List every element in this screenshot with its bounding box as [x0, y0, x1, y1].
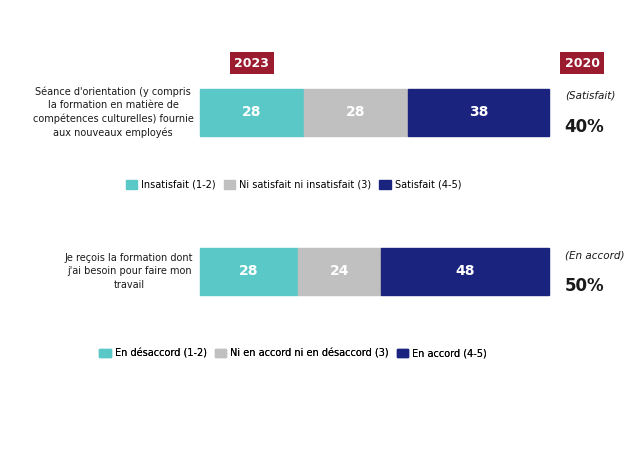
Bar: [298, 248, 381, 295]
Text: 38: 38: [469, 105, 488, 119]
Text: 50%: 50%: [565, 278, 605, 295]
Bar: [408, 89, 549, 136]
Text: 24: 24: [329, 264, 349, 278]
Text: 28: 28: [242, 105, 261, 119]
Bar: [304, 89, 408, 136]
Bar: [200, 248, 298, 295]
Legend: En désaccord (1-2), Ni en accord ni en désaccord (3), En accord (4-5): En désaccord (1-2), Ni en accord ni en d…: [95, 344, 491, 362]
Bar: [200, 89, 304, 136]
Bar: [381, 248, 549, 295]
Text: 2023: 2023: [234, 57, 269, 70]
Text: (Satisfait): (Satisfait): [565, 91, 615, 101]
Text: 40%: 40%: [565, 118, 605, 136]
Text: (En accord): (En accord): [565, 250, 624, 260]
Text: 28: 28: [346, 105, 366, 119]
Text: 28: 28: [239, 264, 258, 278]
Text: 48: 48: [456, 264, 475, 278]
Text: 2020: 2020: [565, 57, 600, 70]
Text: Je reçois la formation dont
j'ai besoin pour faire mon
travail: Je reçois la formation dont j'ai besoin …: [65, 253, 193, 290]
Text: Séance d'orientation (y compris
la formation en matière de
compétences culturell: Séance d'orientation (y compris la forma…: [32, 87, 193, 138]
